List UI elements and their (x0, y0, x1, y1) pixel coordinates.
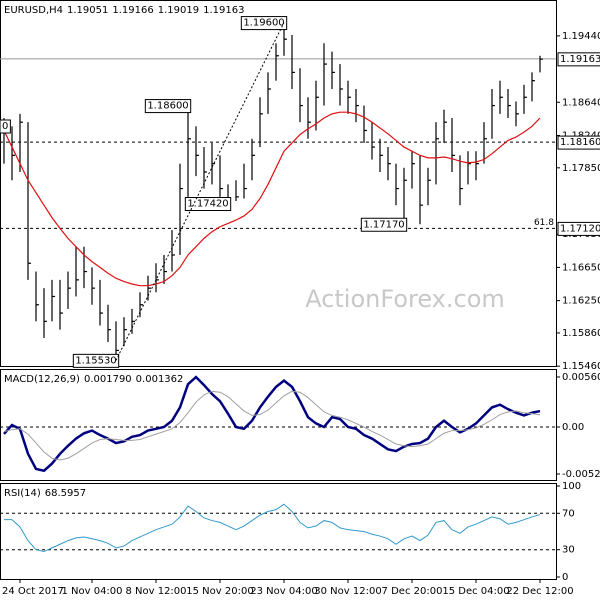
y-tick-label: 0 (562, 572, 568, 583)
x-tick-label: 7 Dec 20:00 (382, 586, 443, 597)
level-label-box (557, 221, 600, 236)
trend-line (115, 22, 285, 361)
panel-header: EURUSD,H4 1.19051 1.19166 1.19019 1.19163 (4, 5, 244, 16)
annotation-label-box (360, 217, 408, 232)
indicator-line (3, 390, 541, 461)
header-value: 1.19051 (67, 5, 108, 16)
annotation-label-box (72, 353, 120, 368)
y-tick-label: 70 (562, 508, 575, 519)
y-tick-label: 30 (562, 545, 575, 556)
x-tick-label: 8 Nov 12:00 (125, 586, 186, 597)
indicator-line (4, 503, 541, 553)
annotation-label-group: 1.15530 (72, 353, 120, 368)
edge-label-box (0, 119, 11, 134)
y-tick-label: 1.15860 (562, 328, 600, 339)
header-value: 1.19166 (112, 5, 153, 16)
annotation-label-group: 1.18600 (144, 99, 192, 114)
x-tick-label: 15 Dec 04:00 (442, 586, 509, 597)
y-tick-label: 1.19440 (562, 31, 600, 42)
annotation-label-box (240, 16, 288, 31)
level-label-box (557, 52, 600, 67)
level-label-group: 1.19163 (557, 52, 600, 67)
annotation-label-box (144, 99, 192, 114)
edge-label-group: 0 (0, 119, 11, 134)
y-tick-label: 0.005607 (562, 372, 600, 383)
y-tick-label: 1.16650 (562, 262, 600, 273)
level-label-group: 1.17120 (557, 221, 600, 236)
x-tick-label: 30 Nov 12:00 (314, 586, 381, 597)
level-label-group: 1.18160 (557, 135, 600, 150)
annotation-label-box (184, 197, 232, 212)
edge-label: 0 (2, 121, 8, 132)
header-value: 0.001790 (84, 374, 132, 385)
level-note: 61.8 (534, 218, 554, 228)
y-tick-label: 1.15460 (562, 361, 600, 372)
annotation-label-group: 1.17170 (360, 217, 408, 232)
level-label-box (557, 135, 600, 150)
y-tick-label: 1.16250 (562, 296, 600, 307)
annotation-label: 1.19600 (243, 18, 284, 29)
watermark: ActionForex.com (305, 285, 505, 313)
x-tick-label: 23 Nov 04:00 (250, 586, 317, 597)
y-tick-label: -0.005267 (562, 469, 600, 480)
indicator-line (3, 375, 541, 473)
header-value: 68.5957 (45, 488, 86, 499)
annotation-label: 1.18600 (147, 101, 188, 112)
header-value: 1.19019 (158, 5, 199, 16)
y-tick-label: 1.17850 (562, 163, 600, 174)
header-value: 1.19163 (203, 5, 244, 16)
moving-average (3, 111, 541, 287)
y-tick-label: 0.00 (562, 422, 584, 433)
x-tick-label: 1 Nov 04:00 (61, 586, 122, 597)
level-label: 1.18160 (560, 137, 600, 148)
annotation-label: 1.17420 (187, 199, 228, 210)
panel-frame (0, 483, 557, 580)
panel-title: RSI(14) (4, 488, 41, 499)
panel-title: MACD(12,26,9) (4, 374, 80, 385)
annotation-label: 1.17170 (363, 219, 404, 230)
panel-frame (0, 0, 557, 367)
panel-frame (0, 369, 557, 481)
panel-title: EURUSD,H4 (4, 5, 63, 16)
x-tick-label: 22 Dec 12:00 (506, 586, 573, 597)
x-tick-label: 24 Oct 2017 (2, 586, 64, 597)
annotation-label-group: 1.17420 (184, 197, 232, 212)
y-tick-label: 1.18640 (562, 97, 600, 108)
annotation-label: 1.15530 (75, 355, 116, 366)
panel-header: MACD(12,26,9) 0.001790 0.001362 (4, 374, 183, 385)
annotation-label-group: 1.19600 (240, 16, 288, 31)
level-label: 1.17120 (560, 223, 600, 234)
x-tick-label: 15 Nov 20:00 (186, 586, 253, 597)
panel-header: RSI(14) 68.5957 (4, 488, 86, 499)
header-value: 0.001362 (136, 374, 184, 385)
y-tick-label: 100 (562, 481, 581, 492)
level-label: 1.19163 (560, 54, 600, 65)
